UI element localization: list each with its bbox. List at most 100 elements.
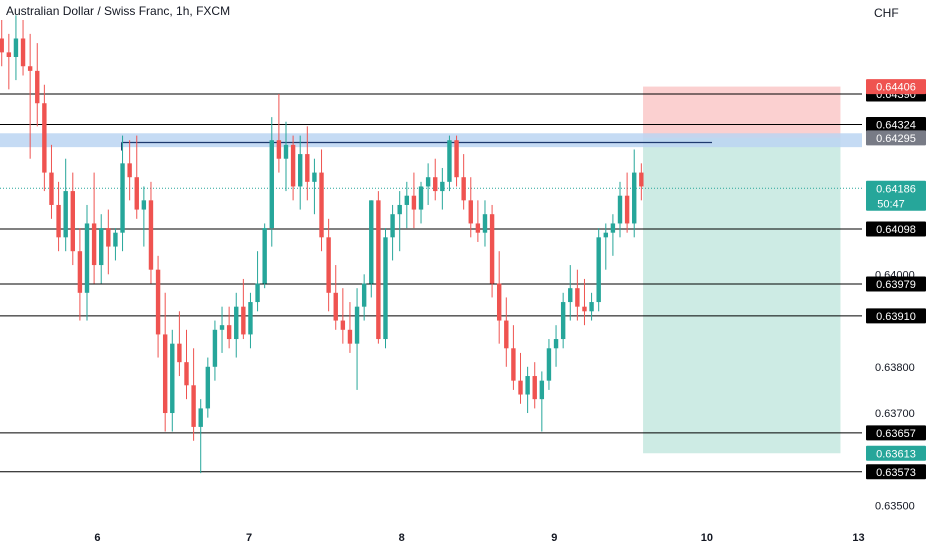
price-tags: 0.643900.643240.640980.639790.639100.636…	[866, 79, 926, 480]
candle-body	[6, 52, 12, 57]
candle-body	[312, 172, 317, 182]
candle-body	[525, 376, 530, 395]
level-price-tag: 0.63910	[876, 311, 916, 323]
candle-body	[177, 343, 182, 363]
candle-body	[42, 103, 47, 173]
level-price-tag: 0.63979	[876, 279, 916, 291]
candle-body	[482, 214, 488, 233]
candle-body	[553, 339, 559, 349]
candle-body	[440, 181, 445, 192]
candle-body	[170, 343, 175, 414]
candle-body	[518, 380, 523, 395]
stop-zone	[643, 86, 841, 138]
level-price-tag: 0.64098	[876, 224, 916, 236]
candle-body	[489, 214, 495, 284]
time-axis[interactable]: 6 7 8 9 10 13	[94, 532, 864, 544]
candle-body	[589, 302, 594, 312]
stop-price-tag: 0.64406	[876, 82, 916, 94]
candle-body	[511, 348, 516, 381]
candle-body	[27, 66, 33, 71]
candle-body	[454, 140, 459, 178]
candle-body	[475, 223, 481, 233]
candle-body	[504, 320, 509, 349]
candle-body	[397, 204, 402, 215]
target-zone	[643, 137, 841, 454]
entry-price-tag: 0.64295	[876, 133, 916, 145]
time-tick-label: 10	[701, 532, 713, 544]
time-tick-label: 13	[852, 532, 864, 544]
candle-body	[234, 306, 239, 340]
time-tick-label: 7	[246, 532, 252, 544]
target-price-tag-bg	[866, 445, 926, 461]
candle-body	[205, 366, 211, 409]
candle-body	[120, 163, 125, 233]
candle-body	[20, 38, 26, 67]
candle-body	[241, 306, 246, 335]
candle-body	[418, 186, 424, 210]
candle-body	[425, 177, 431, 187]
target-price-tag: 0.63613	[876, 448, 916, 460]
candle-body	[84, 223, 90, 293]
candle-body	[262, 228, 267, 284]
candle-body	[390, 214, 395, 238]
candle-body	[290, 144, 296, 187]
candle-body	[340, 320, 346, 330]
candle-body	[568, 288, 573, 303]
candlesticks	[0, 15, 644, 474]
level-price-tag-bg	[866, 425, 926, 441]
candle-body	[248, 302, 253, 335]
level-price-tag: 0.63573	[876, 467, 916, 479]
candle-body	[461, 177, 466, 201]
candle-body	[63, 191, 68, 238]
level-price-tag-bg	[866, 276, 926, 292]
candle-body	[369, 200, 374, 284]
candle-body	[219, 325, 225, 330]
candle-body	[141, 200, 147, 210]
candle-body	[596, 237, 601, 303]
position-zones	[0, 86, 862, 454]
candle-body	[155, 269, 161, 335]
candle-body	[305, 154, 310, 182]
candle-body	[184, 362, 189, 386]
candle-body	[106, 228, 111, 247]
current-price-tag: 0.64186	[876, 183, 916, 195]
candle-body	[361, 283, 367, 307]
time-tick-label: 8	[399, 532, 405, 544]
level-price-tag-bg	[866, 116, 926, 132]
candle-body	[127, 163, 132, 178]
candle-body	[198, 408, 203, 427]
candle-body	[99, 228, 104, 266]
candle-body	[546, 348, 552, 381]
candle-body	[354, 306, 360, 344]
current-price-tag-countdown: 50:47	[877, 198, 905, 210]
candle-body	[582, 306, 587, 312]
candle-body	[283, 144, 289, 159]
candle-body	[255, 283, 260, 303]
candle-body	[226, 325, 232, 340]
candle-body	[610, 223, 616, 233]
level-price-tag: 0.64324	[876, 119, 916, 131]
candle-body	[376, 200, 381, 340]
candle-body	[575, 288, 580, 307]
candle-body	[134, 177, 139, 210]
price-tick-label: 0.63500	[875, 501, 915, 513]
candle-body	[447, 140, 452, 182]
candle-body	[433, 177, 438, 192]
candle-body	[276, 140, 282, 159]
candle-body	[49, 172, 54, 205]
candle-body	[404, 195, 410, 205]
candle-body	[77, 251, 83, 293]
candle-body	[191, 385, 196, 427]
candle-body	[468, 200, 473, 224]
candle-body	[617, 195, 623, 224]
entry-price-tag-bg	[866, 130, 926, 146]
candle-body	[326, 237, 331, 293]
level-price-tag-bg	[866, 308, 926, 324]
candle-body	[347, 329, 353, 344]
candle-body	[639, 172, 644, 187]
horizontal-levels	[0, 93, 862, 473]
candle-body	[148, 200, 154, 270]
time-tick-label: 6	[94, 532, 100, 544]
candle-body	[298, 154, 303, 187]
